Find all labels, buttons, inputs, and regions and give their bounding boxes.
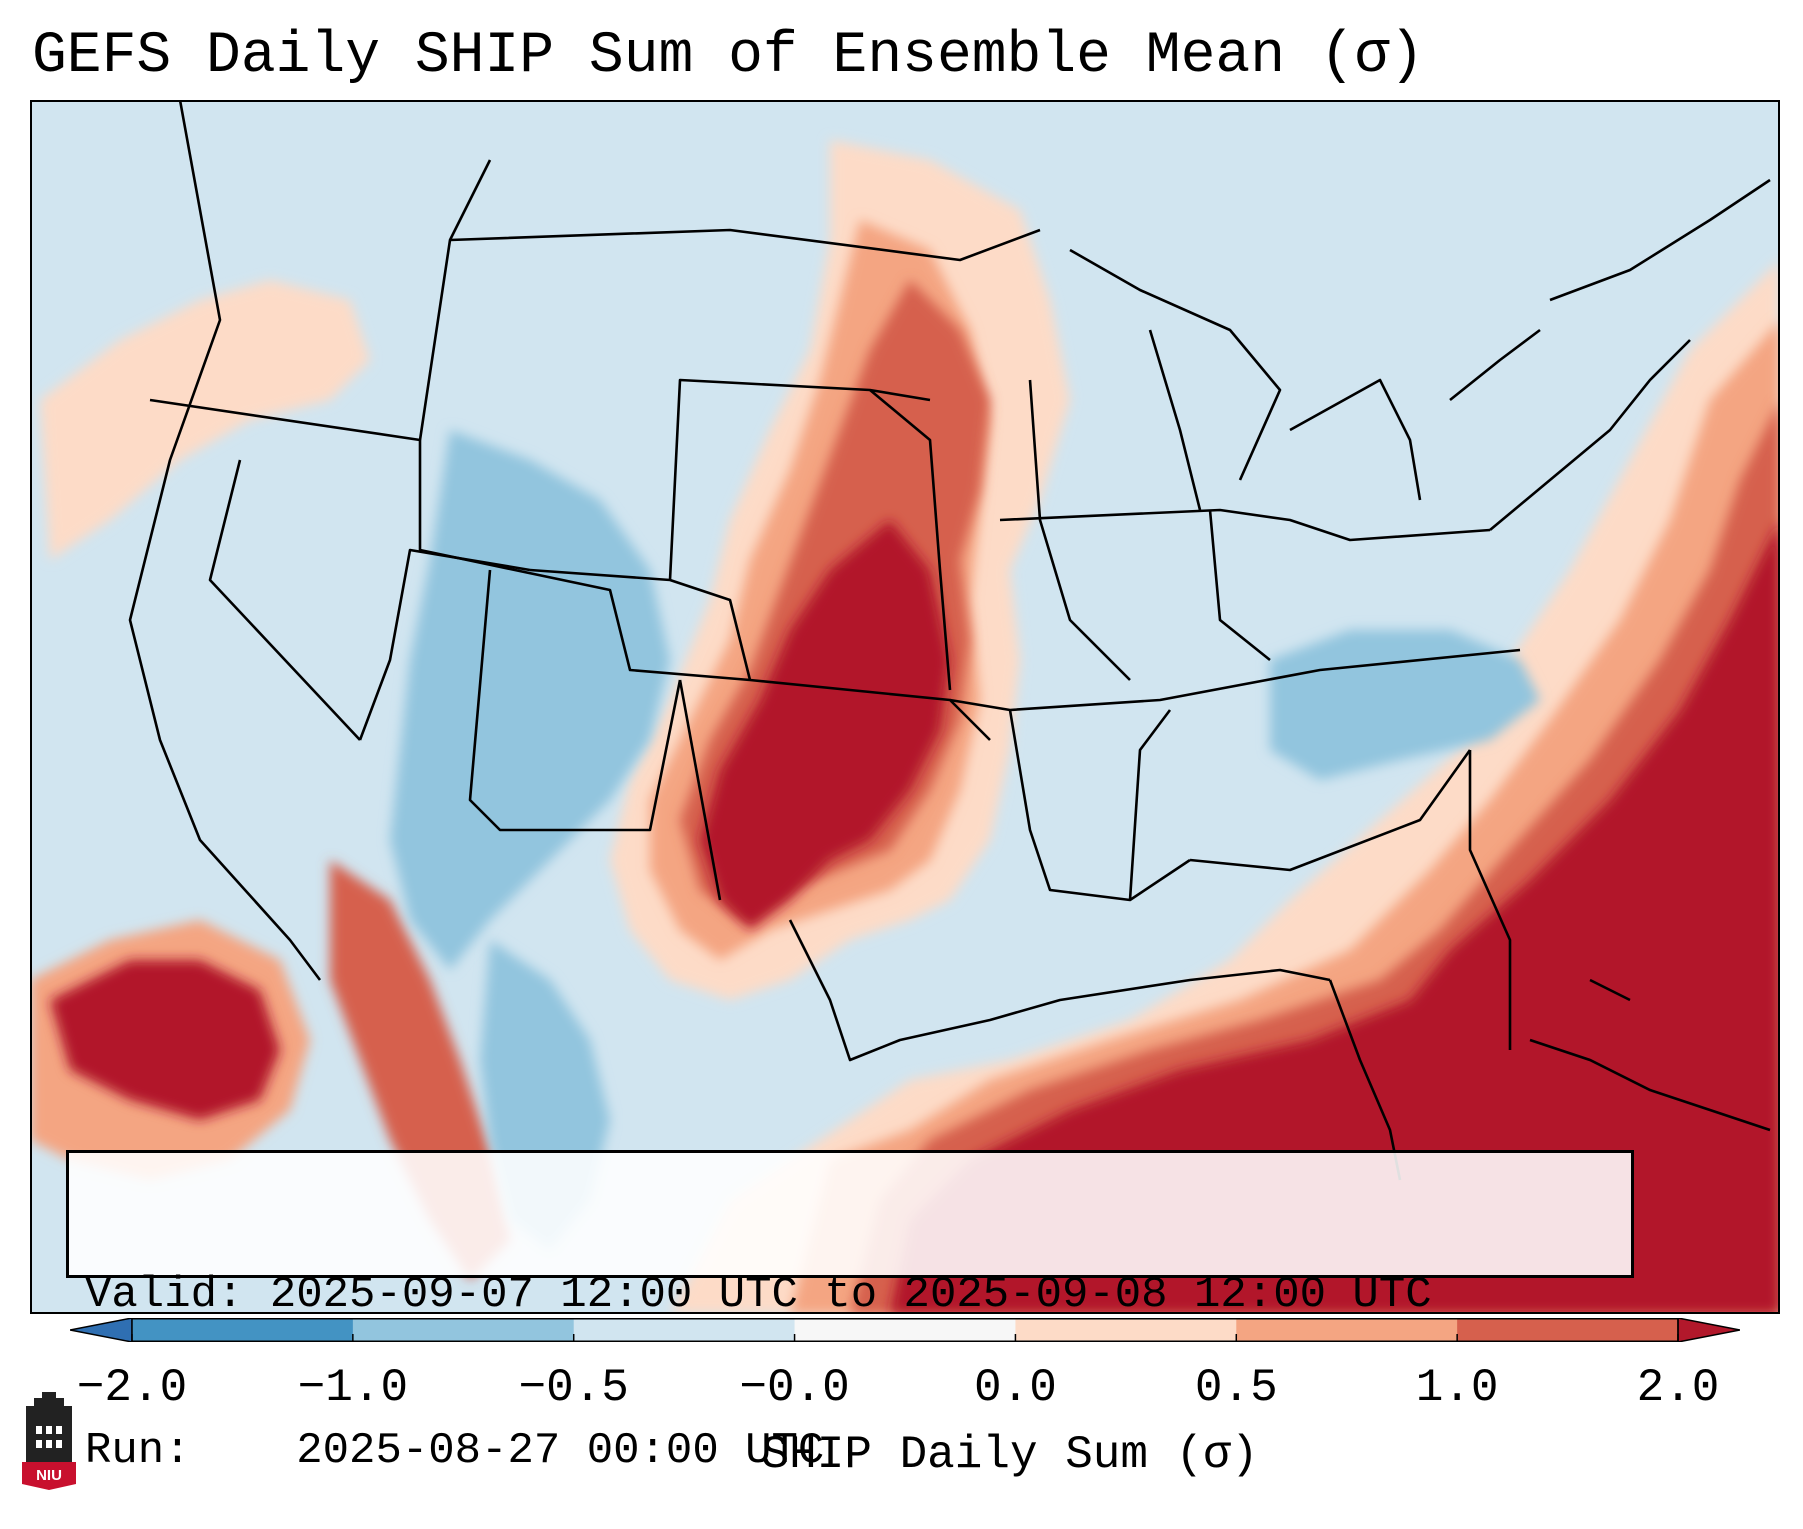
colorbar-bin [352,1318,575,1342]
colorbar-tick-label: 1.0 [1415,1362,1499,1414]
valid-row: Valid: 2025-09-07 12:00 UTC to 2025-09-0… [85,1269,1615,1321]
state-boundaries [128,100,1771,1181]
northwest-positive [40,280,370,560]
map-border [30,100,1780,1314]
niu-logo: NIU [20,1390,78,1490]
colorbar-extend-low [70,1318,133,1342]
logo-text: NIU [36,1467,62,1484]
run-label: Run: [85,1426,191,1476]
info-box: Valid: 2025-09-07 12:00 UTC to 2025-09-0… [66,1150,1634,1476]
colorbar-extend-high [1677,1318,1740,1342]
colorbar-tick-label: 2.0 [1636,1362,1720,1414]
colorbar-frame [131,1318,1679,1342]
pacific-extreme [50,960,280,1120]
colorbar-tick-label: 0.0 [974,1362,1057,1414]
run-row: Run: 2025-08-27 00:00 UTC [85,1425,1615,1477]
colorbar-tick-label: −0.0 [739,1362,850,1414]
ship-map [30,100,1780,1314]
colorbar-bin [1236,1318,1458,1342]
valid-label: Valid: [85,1270,244,1320]
colorbar-graphic [70,1318,1740,1342]
four-corners-negative [390,430,670,970]
colorbar-bin [794,1318,1016,1342]
colorbar-tick-label: −1.0 [297,1362,409,1414]
valid-value: 2025-09-07 12:00 UTC to 2025-09-08 12:00… [269,1270,1432,1320]
colorbar-bin [132,1318,354,1342]
page-title: GEFS Daily SHIP Sum of Ensemble Mean (σ) [32,24,1425,89]
colorbar-bin [1457,1318,1679,1342]
atlantic-gulf-extreme [890,520,1780,1314]
colorbar-tick-label: −0.5 [518,1362,629,1414]
colorbar-tick-label: 0.5 [1194,1362,1278,1414]
run-value: 2025-08-27 00:00 UTC [296,1426,825,1476]
colorbar [70,1318,1740,1342]
caribbean-coasts [1529,978,1771,1132]
logo-plate [22,1462,76,1490]
map-panel[interactable] [30,100,1780,1314]
southern-plains-extreme [700,520,950,930]
colorbar-label: SHIP Daily Sum (σ) [761,1429,1259,1481]
colorbar-bin [1015,1318,1237,1342]
tower-icon: NIU [22,1392,76,1490]
colorbar-bin [573,1318,796,1342]
colorbar-tick-label: −2.0 [76,1362,188,1414]
